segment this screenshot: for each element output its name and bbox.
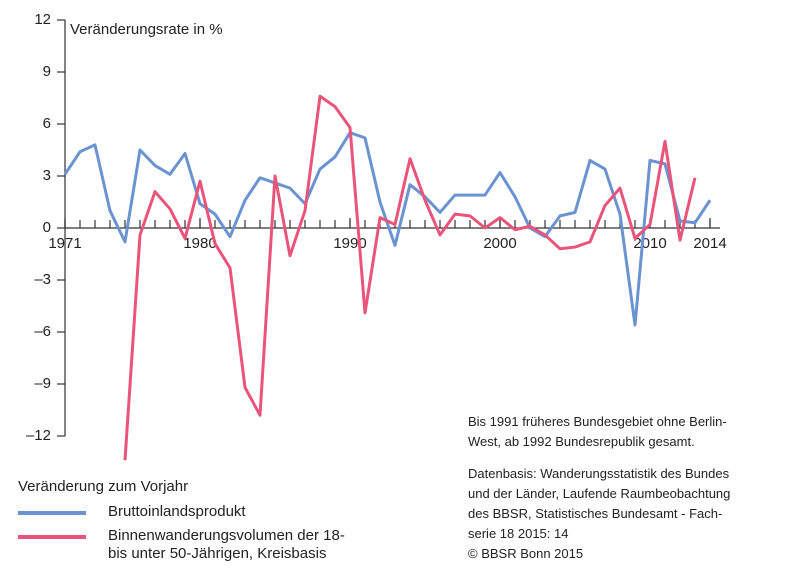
- y-tick-label: 6: [43, 115, 51, 132]
- note-line: Bis 1991 früheres Bundesgebiet ohne Berl…: [468, 414, 727, 429]
- legend-label: Binnenwanderungsvolumen der 18- bis unte…: [108, 527, 345, 562]
- x-tick-label: 2014: [693, 235, 726, 252]
- y-tick-label: –6: [34, 323, 51, 340]
- note-line: und der Länder, Laufende Raumbeobachtung: [468, 486, 731, 501]
- note: Datenbasis: Wanderungsstatistik des Bund…: [468, 464, 730, 564]
- y-tick-label: –3: [34, 271, 51, 288]
- note-line: © BBSR Bonn 2015: [468, 546, 584, 561]
- x-tick-label: 1980: [183, 235, 216, 252]
- y-tick-label: 12: [34, 11, 51, 28]
- x-tick-label: 1990: [333, 235, 366, 252]
- legend-swatch: [18, 511, 86, 515]
- x-tick-label: 2010: [633, 235, 666, 252]
- legend-label: Bruttoinlandsprodukt: [108, 503, 246, 520]
- legend-swatch: [18, 535, 86, 539]
- series-line: [63, 131, 712, 327]
- y-tick-label: 0: [43, 219, 51, 236]
- y-tick-label: 3: [43, 167, 51, 184]
- notes: Bis 1991 früheres Bundesgebiet ohne Berl…: [468, 412, 730, 576]
- x-tick-label: 2000: [483, 235, 516, 252]
- legend-item: Bruttoinlandsprodukt: [18, 503, 348, 521]
- note-line: serie 18 2015: 14: [468, 526, 569, 541]
- note-line: des BBSR, Statistisches Bundesamt - Fach…: [468, 506, 723, 521]
- y-tick-label: –9: [34, 375, 51, 392]
- legend-title: Veränderung zum Vorjahr: [18, 478, 189, 495]
- y-tick-label: 9: [43, 63, 51, 80]
- y-tick-label: –12: [26, 427, 51, 444]
- legend-item: Binnenwanderungsvolumen der 18- bis unte…: [18, 527, 348, 563]
- series-line: [123, 94, 697, 461]
- y-axis-label: Veränderungsrate in %: [70, 21, 223, 38]
- note-line: West, ab 1992 Bundesrepublik gesamt.: [468, 434, 695, 449]
- legend: Veränderung zum Vorjahr Bruttoinlandsprod…: [18, 478, 348, 569]
- note-line: Datenbasis: Wanderungsstatistik des Bund…: [468, 466, 730, 481]
- x-tick-label: 1971: [48, 235, 81, 252]
- note: Bis 1991 früheres Bundesgebiet ohne Berl…: [468, 412, 730, 452]
